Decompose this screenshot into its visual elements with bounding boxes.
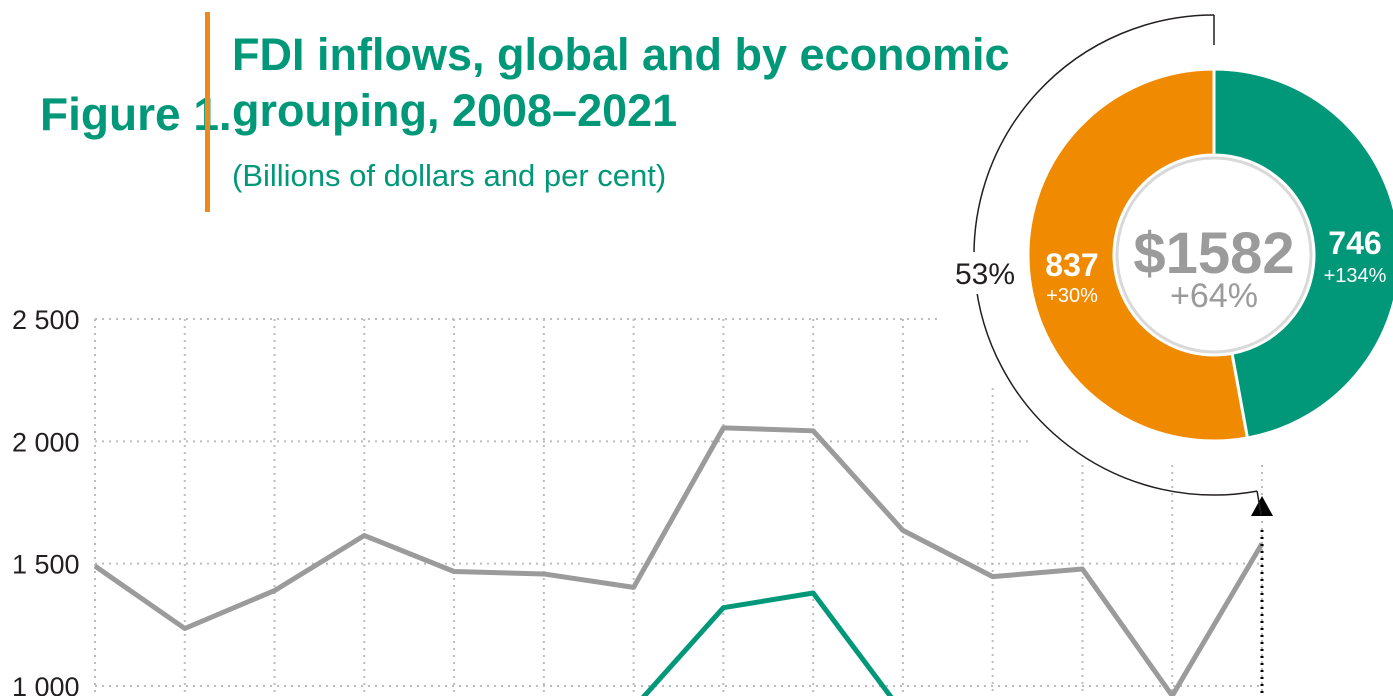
- series-line-global: [93, 425, 1265, 696]
- donut-center: [1115, 156, 1313, 354]
- y-tick-label: 1 000: [12, 672, 80, 696]
- bracket-end: [1256, 490, 1262, 516]
- donut-total-value: $1582: [1133, 221, 1294, 286]
- chart-title-line2: grouping, 2008–2021: [232, 85, 677, 136]
- series-lines: [93, 425, 1265, 696]
- bracket-share-label: 53%: [955, 258, 1015, 291]
- y-axis-ticks: 1 000 1 500 2 000 2 500: [12, 305, 80, 696]
- chart-title-line1: FDI inflows, global and by economic: [232, 29, 1010, 80]
- donut-slice-developed: [1026, 67, 1250, 443]
- donut-chart: [1026, 67, 1393, 443]
- latest-year-marker: [1251, 496, 1273, 696]
- slice-change-developed: +30%: [1046, 285, 1098, 307]
- slice-change-developing: +134%: [1324, 265, 1387, 287]
- share-bracket: 53%: [950, 14, 1262, 516]
- bracket-label-bg: [950, 252, 1022, 294]
- y-tick-label: 1 500: [12, 550, 80, 580]
- chart-subtitle: (Billions of dollars and per cent): [232, 158, 666, 193]
- pointer-arrow-icon: [1251, 496, 1273, 516]
- title-rule: [205, 12, 210, 212]
- figure-label: Figure 1.: [40, 88, 232, 140]
- grid: [94, 318, 1263, 696]
- y-tick-label: 2 000: [12, 427, 80, 457]
- y-tick-label: 2 500: [12, 305, 80, 335]
- donut-slice-developing: [1212, 67, 1393, 440]
- donut-total-change: +64%: [1170, 277, 1258, 315]
- slice-value-developing: 746: [1328, 225, 1381, 261]
- donut-labels: $1582+64% 837+30% 746 +134%: [1045, 221, 1386, 315]
- series-line-developing: [641, 590, 894, 696]
- slice-value-developed: 837: [1045, 247, 1098, 283]
